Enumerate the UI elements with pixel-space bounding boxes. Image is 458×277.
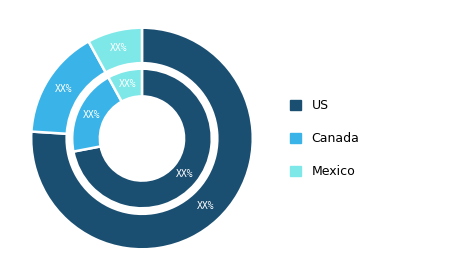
Text: XX%: XX% — [119, 79, 137, 89]
Wedge shape — [88, 28, 142, 73]
Text: XX%: XX% — [110, 43, 128, 53]
Wedge shape — [31, 28, 253, 249]
Text: XX%: XX% — [55, 84, 72, 94]
Legend: US, Canada, Mexico: US, Canada, Mexico — [290, 99, 360, 178]
Wedge shape — [72, 77, 122, 152]
Text: XX%: XX% — [176, 169, 194, 179]
Wedge shape — [73, 69, 212, 208]
Text: XX%: XX% — [197, 201, 214, 211]
Text: XX%: XX% — [82, 110, 100, 120]
Wedge shape — [32, 41, 106, 134]
Wedge shape — [109, 69, 142, 102]
